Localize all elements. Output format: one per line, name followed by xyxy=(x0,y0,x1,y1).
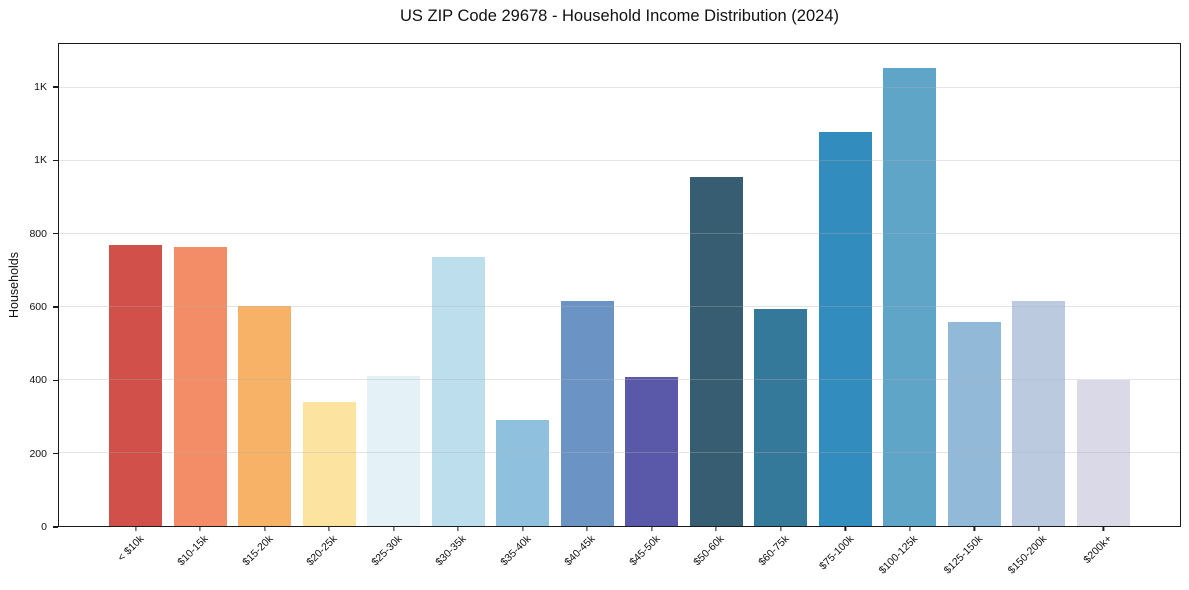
x-tick-label: $35-40k xyxy=(497,532,534,569)
y-tick-label: 1K xyxy=(34,154,47,167)
bar: $50-60k xyxy=(689,177,743,568)
x-tick-label: $60-75k xyxy=(756,532,792,569)
y-tick-mark xyxy=(53,306,58,308)
x-tick-mark xyxy=(909,526,911,531)
bar: $35-40k xyxy=(496,420,550,568)
x-tick-mark xyxy=(393,526,395,531)
y-tick-mark xyxy=(53,453,58,455)
bars-layer: < $10k $10-15k $15-20k $20-25k $25-30k $30-35… xyxy=(59,44,1180,576)
x-tick-label: $75-100k xyxy=(816,532,856,573)
bar: $150-200k xyxy=(1006,301,1066,576)
y-tick-label: 0 xyxy=(41,521,47,533)
bar: $75-100k xyxy=(816,131,872,572)
bar: $40-45k xyxy=(560,301,614,568)
bar: $25-30k xyxy=(367,375,421,568)
y-tick-mark xyxy=(53,379,58,381)
x-tick-mark xyxy=(328,526,330,531)
x-tick-mark xyxy=(522,526,524,531)
x-tick-mark xyxy=(263,526,266,531)
y-tick-label: 1K xyxy=(34,81,47,93)
x-tick-mark xyxy=(586,526,588,531)
bar: $15-20k xyxy=(238,305,292,568)
bar: < $10k xyxy=(109,244,162,564)
x-tick-label: $10-15k xyxy=(175,532,211,569)
x-tick-label: $25-30k xyxy=(368,532,405,569)
x-tick-label: < $10k xyxy=(115,532,147,564)
x-tick-mark xyxy=(199,526,201,531)
bar: $100-125k xyxy=(877,68,937,576)
bar: $10-15k xyxy=(173,246,227,568)
x-tick-label: $125-150k xyxy=(941,532,986,577)
x-tick-mark xyxy=(844,526,846,531)
y-axis: 0 200 400 600 800 1K 1K xyxy=(0,43,58,533)
x-tick-mark xyxy=(780,526,782,531)
x-tick-label: $45-50k xyxy=(627,532,663,569)
x-tick-mark xyxy=(1102,526,1105,531)
x-tick-mark xyxy=(134,526,137,531)
x-tick-label: $150-200k xyxy=(1005,532,1050,577)
y-tick-label: 400 xyxy=(29,374,47,387)
x-tick-label: $15-20k xyxy=(239,532,276,569)
x-tick-mark xyxy=(651,526,653,531)
bar: $60-75k xyxy=(754,309,808,568)
y-tick-label: 600 xyxy=(29,301,47,313)
x-tick-mark xyxy=(715,526,717,531)
x-tick-label: $100-125k xyxy=(876,532,921,577)
x-tick-label: $50-60k xyxy=(691,532,727,569)
x-tick-mark xyxy=(973,526,975,531)
x-tick-label: $40-45k xyxy=(562,532,598,569)
chart-title: US ZIP Code 29678 - Household Income Dis… xyxy=(399,7,839,25)
y-tick-label: 200 xyxy=(29,447,47,460)
x-tick-label: $200k+ xyxy=(1081,532,1115,566)
x-tick-label: $30-35k xyxy=(433,532,469,569)
x-tick-mark xyxy=(1038,526,1040,531)
x-tick-label: $20-25k xyxy=(304,532,340,569)
y-tick-mark xyxy=(53,86,58,88)
x-tick-mark xyxy=(457,526,459,531)
plot-area: < $10k $10-15k $15-20k $20-25k $25-30k $30-35… xyxy=(58,43,1181,576)
bar: $45-50k xyxy=(625,377,679,568)
y-tick-mark xyxy=(53,159,58,161)
bar: $20-25k xyxy=(302,401,356,568)
bar: $30-35k xyxy=(431,256,485,568)
bar: $125-150k xyxy=(941,321,1001,576)
bar: $200k+ xyxy=(1076,380,1130,566)
y-tick-label: 800 xyxy=(29,227,47,240)
y-tick-mark xyxy=(53,526,58,528)
y-tick-mark xyxy=(53,233,58,235)
